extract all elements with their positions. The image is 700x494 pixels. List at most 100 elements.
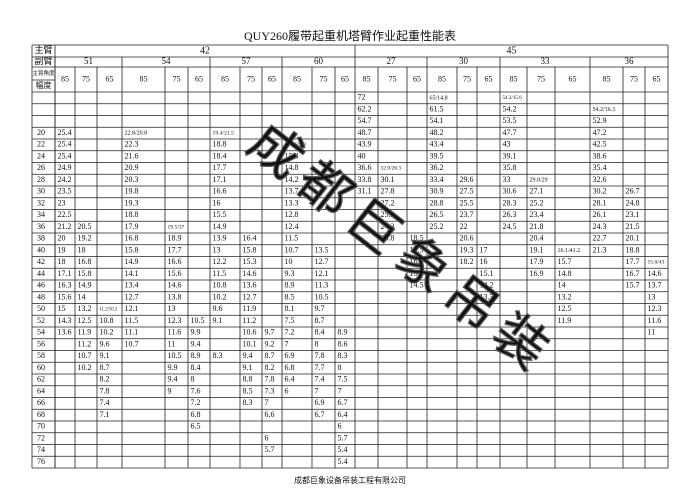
radius: 44 [37, 269, 45, 278]
load-cell: 48.7 [358, 128, 372, 137]
load-cell: 9.6 [213, 304, 223, 313]
load-cell: 31.1 [358, 187, 372, 196]
load-cell: 43 [503, 140, 511, 149]
load-cell: 19.2 [78, 234, 92, 243]
load-cell: 7.5 [338, 375, 348, 384]
load-cell: 15.6 [58, 292, 72, 301]
load-cell: 8 [191, 375, 195, 384]
load-cell: 8.8 [243, 375, 253, 384]
load-cell: 10.2 [78, 363, 92, 372]
load-cell: 15.5 [213, 210, 227, 219]
boom-angle: 85 [140, 74, 148, 83]
load-cell: 15.8 [125, 245, 139, 254]
load-cell: 10.5 [168, 351, 182, 360]
load-cell: 12.7 [243, 292, 257, 301]
boom-angle: 85 [61, 74, 69, 83]
load-cell: 27.2 [381, 198, 395, 207]
load-cell: 5.7 [265, 445, 275, 454]
footer: 成都巨象设备吊装工程有限公司 [294, 475, 406, 485]
load-cell: 20.9 [125, 163, 139, 172]
load-cell: 11.5 [125, 316, 139, 325]
load-cell: 9.2 [265, 339, 275, 348]
load-cell: 30.2 [593, 187, 607, 196]
main-boom-label: 主臂 [34, 44, 52, 55]
load-cell: 7.1 [100, 410, 110, 419]
radius: 52 [37, 316, 45, 325]
load-cell: 10.8 [100, 316, 114, 325]
load-cell: 17.1 [213, 175, 227, 184]
load-cell: 40 [358, 151, 366, 160]
title: QUY260履带起重机塔臂作业起重性能表 [244, 29, 456, 43]
load-cell: 8.2 [100, 375, 110, 384]
main-boom-length: 42 [200, 45, 210, 56]
load-cell: 14.9 [213, 222, 227, 231]
load-cell: 10.1 [243, 339, 257, 348]
load-cell: 10 [285, 257, 293, 266]
radius: 74 [37, 445, 45, 454]
load-cell: 21.2 [58, 222, 72, 231]
load-cell: 19.4/21.5 [213, 130, 235, 136]
load-cell: 8.9 [285, 281, 295, 290]
load-cell: 6.9 [315, 398, 325, 407]
load-cell: 6.5 [191, 422, 201, 431]
load-cell: 16.8 [125, 234, 139, 243]
load-cell: 12.7 [315, 257, 329, 266]
load-cell: 8.9 [338, 328, 348, 337]
jib-length: 54 [162, 56, 172, 66]
load-cell: 7.2 [285, 328, 295, 337]
load-cell: 19.3 [125, 198, 139, 207]
load-cell: 13 [213, 245, 221, 254]
load-cell: 18.5 [410, 234, 424, 243]
radius: 22 [37, 140, 45, 149]
load-cell: 22 [460, 222, 468, 231]
load-cell: 8.3 [243, 398, 253, 407]
load-cell: 28.8 [430, 198, 444, 207]
boom-angle: 75 [82, 74, 90, 83]
load-cell: 8.3 [213, 351, 223, 360]
load-cell: 29.6 [460, 175, 474, 184]
load-cell: 54.2/15.6 [503, 95, 523, 101]
load-cell: 11.9 [558, 316, 572, 325]
load-cell: 15.7 [558, 257, 572, 266]
load-cell: 15.0/43 [648, 260, 665, 266]
load-cell: 15.8 [243, 245, 257, 254]
load-cell: 20.5 [78, 222, 92, 231]
load-cell: 19.1 [530, 245, 544, 254]
load-cell: 32.6 [593, 175, 607, 184]
load-cell: 11.6 [168, 328, 182, 337]
load-cell: 8.1 [285, 304, 295, 313]
load-cell: 39.5 [430, 151, 444, 160]
radius: 28 [37, 175, 45, 184]
load-cell: 10.7 [285, 245, 299, 254]
boom-angle: 65 [106, 74, 114, 83]
jib-length: 33 [541, 56, 551, 66]
load-cell: 16.6 [168, 257, 182, 266]
radius: 34 [37, 210, 45, 219]
load-cell: 10.5 [191, 316, 205, 325]
load-cell: 8.7 [315, 316, 325, 325]
radius: 20 [37, 128, 45, 137]
load-cell: 33 [503, 175, 511, 184]
load-cell: 8 [315, 339, 319, 348]
load-cell: 8.6 [338, 339, 348, 348]
load-cell: 24.2 [58, 175, 72, 184]
boom-angle: 65 [268, 74, 276, 83]
load-cell: 5.4 [338, 445, 348, 454]
load-cell: 7 [285, 339, 289, 348]
load-cell: 25.4 [58, 140, 72, 149]
load-cell: 14.6 [648, 269, 662, 278]
load-cell: 25.2 [430, 222, 444, 231]
jib-label: 副臂 [34, 55, 52, 66]
radius: 76 [37, 457, 45, 466]
load-cell: 54.1 [430, 116, 444, 125]
jib-length: 30 [459, 56, 469, 66]
boom-angle: 85 [293, 74, 301, 83]
load-cell: 6.4 [338, 410, 348, 419]
boom-angle: 75 [173, 74, 181, 83]
load-cell: 8.5 [243, 386, 253, 395]
load-cell: 12.3 [168, 316, 182, 325]
load-cell: 7.5 [285, 316, 295, 325]
load-cell: 12.7 [125, 292, 139, 301]
load-cell: 54.2 [503, 104, 517, 113]
load-cell: 13.4 [125, 281, 139, 290]
